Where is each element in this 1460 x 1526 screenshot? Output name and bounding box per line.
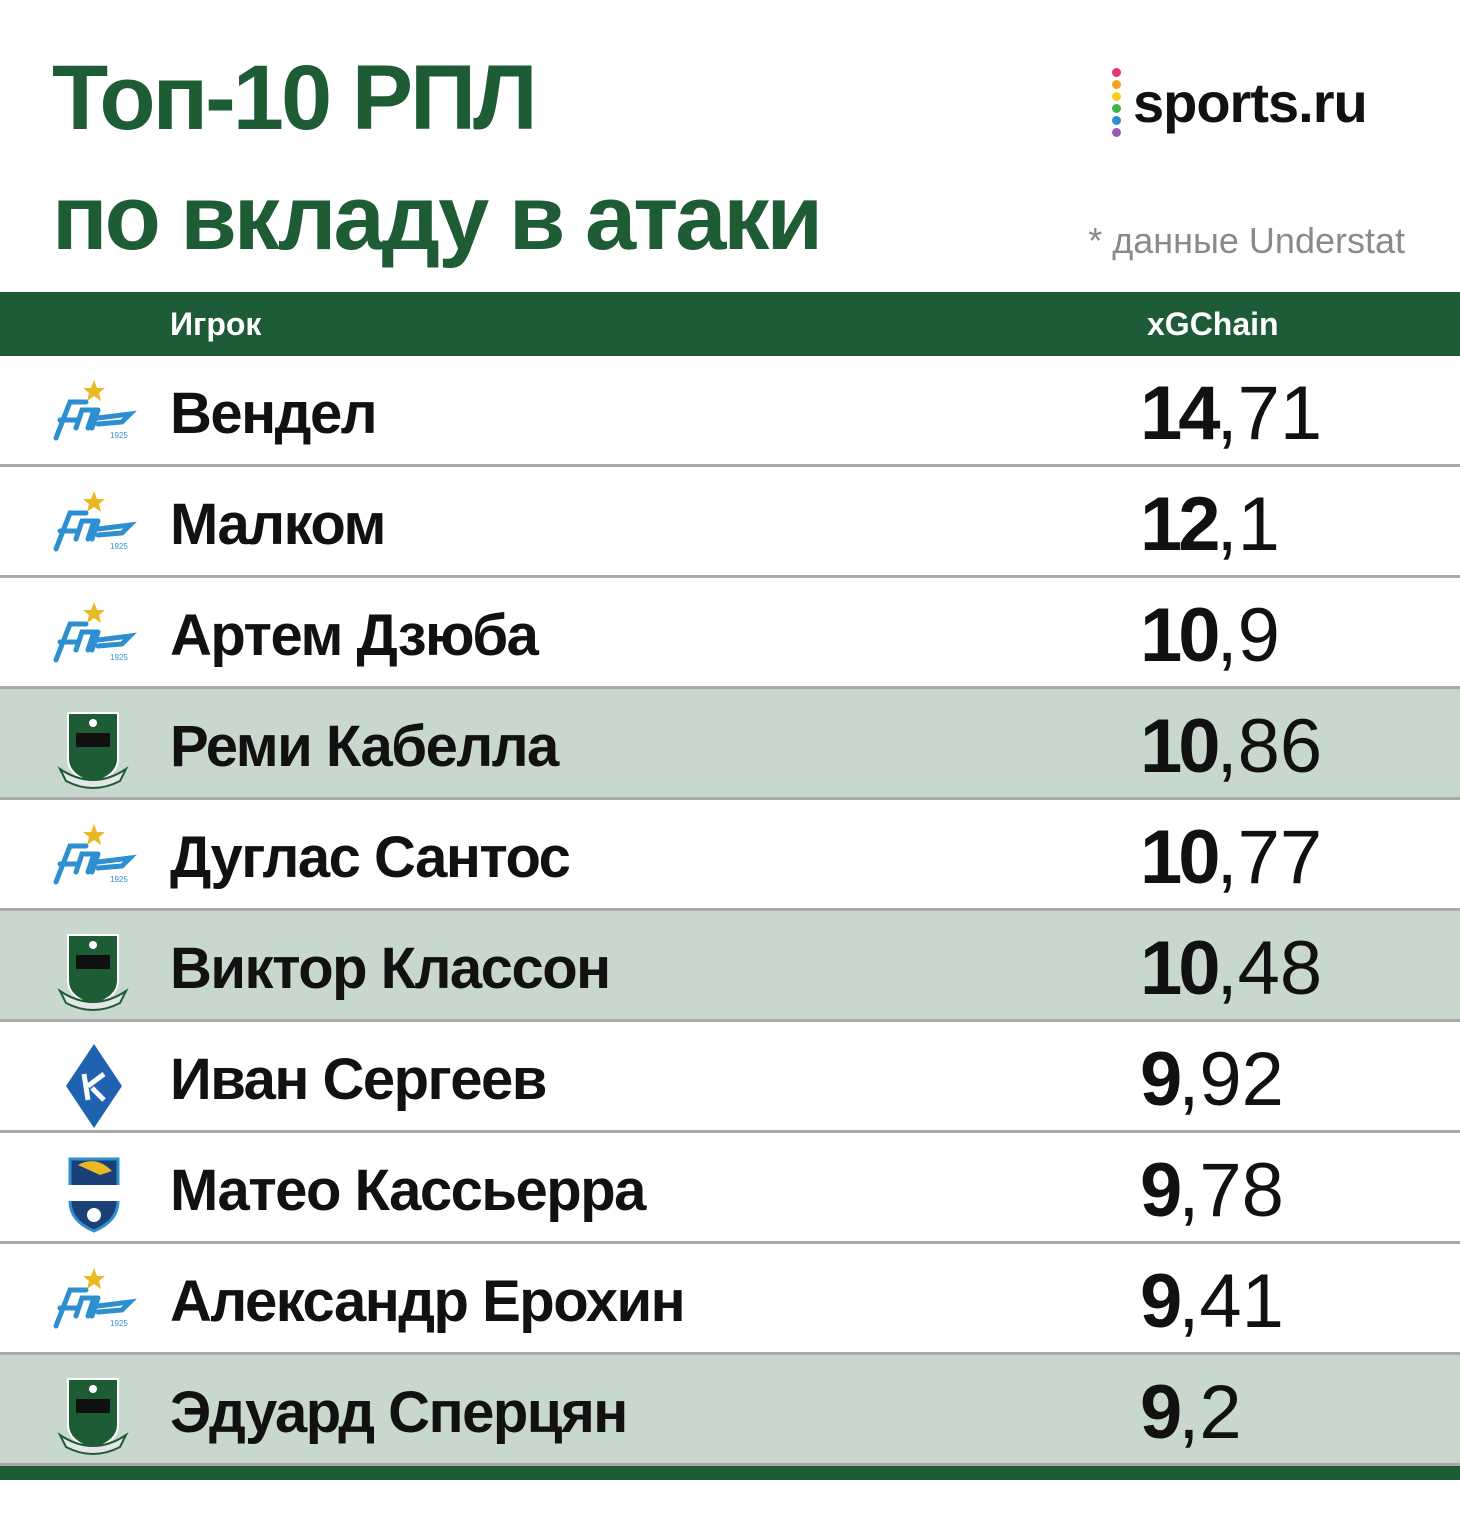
footer-bar	[0, 1466, 1460, 1480]
club-logo	[48, 378, 140, 462]
xgchain-value: 10,48	[1140, 926, 1323, 1011]
player-name: Малком	[170, 492, 386, 557]
club-logo	[48, 489, 140, 573]
player-name: Иван Сергеев	[170, 1047, 547, 1112]
xgchain-value: 9,78	[1140, 1148, 1284, 1233]
table-row: Вендел 14,71	[0, 356, 1460, 467]
table-row: Матео Кассьерра 9,78	[0, 1133, 1460, 1244]
title-line: по вкладу в атаки	[52, 167, 823, 269]
table-row: Артем Дзюба 10,9	[0, 578, 1460, 689]
club-logo	[48, 1044, 140, 1128]
xgchain-value: 10,77	[1140, 815, 1323, 900]
player-name: Александр Ерохин	[170, 1269, 686, 1334]
club-logo	[59, 934, 127, 1011]
table-row: Виктор Классон 10,48	[0, 911, 1460, 1022]
xgchain-value: 9,92	[1140, 1037, 1284, 1122]
player-name: Вендел	[170, 381, 378, 446]
table-row: Дуглас Сантос 10,77	[0, 800, 1460, 911]
source-note: * данные Understat	[1088, 220, 1405, 261]
club-logo	[48, 600, 140, 684]
table-row: Малком 12,1	[0, 467, 1460, 578]
player-name: Артем Дзюба	[170, 603, 539, 668]
club-logo	[59, 712, 127, 789]
xgchain-value: 10,86	[1140, 704, 1323, 789]
club-logo	[60, 1157, 130, 1233]
club-logo	[48, 822, 140, 906]
table-header: Игрок xGChain	[0, 292, 1460, 356]
table-row: Иван Сергеев 9,92	[0, 1022, 1460, 1133]
player-name: Реми Кабелла	[170, 714, 559, 779]
logo-dots	[1112, 68, 1121, 137]
xgchain-value: 9,41	[1140, 1259, 1284, 1344]
brand-name: sports.ru	[1133, 71, 1368, 134]
table-row: Реми Кабелла 10,86	[0, 689, 1460, 800]
title-line: Топ-10 РПЛ	[52, 47, 538, 149]
table-row: Эдуард Сперцян 9,2	[0, 1355, 1460, 1466]
player-name: Матео Кассьерра	[170, 1158, 646, 1223]
column-header: Игрок	[170, 306, 262, 342]
xgchain-value: 9,2	[1140, 1370, 1242, 1455]
player-name: Виктор Классон	[170, 936, 611, 1001]
brand-logo: sports.ru	[1112, 68, 1368, 137]
xgchain-value: 10,9	[1140, 593, 1280, 678]
xgchain-value: 14,71	[1140, 371, 1323, 456]
xgchain-value: 12,1	[1140, 482, 1280, 567]
club-logo	[48, 1266, 140, 1350]
club-logo	[59, 1378, 127, 1455]
column-header: xGChain	[1147, 306, 1279, 342]
table-row: Александр Ерохин 9,41	[0, 1244, 1460, 1355]
player-name: Дуглас Сантос	[170, 825, 571, 890]
player-name: Эдуард Сперцян	[170, 1380, 628, 1445]
